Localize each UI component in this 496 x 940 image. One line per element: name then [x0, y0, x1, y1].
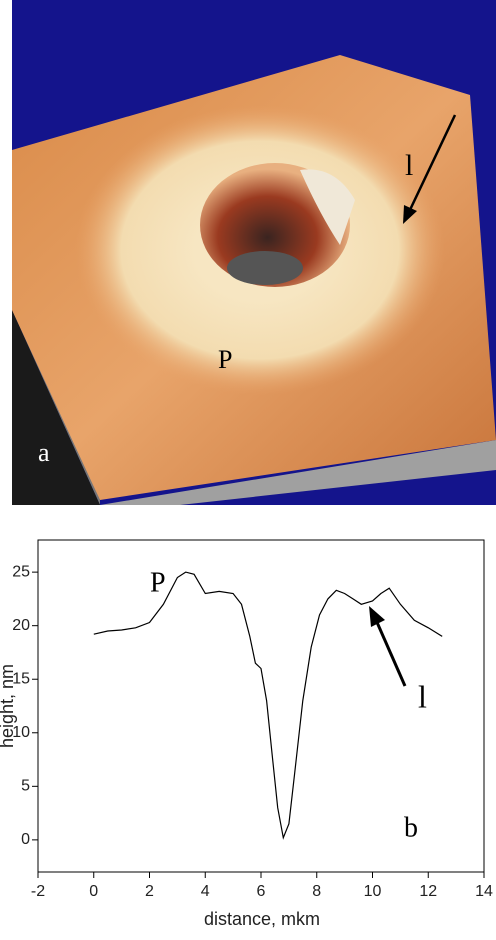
plate-shadow: [12, 310, 100, 505]
y-tick-label: 0: [21, 831, 30, 848]
y-tick-label: 25: [12, 563, 30, 580]
annotation: b: [404, 812, 418, 843]
x-tick-label: -2: [31, 883, 45, 900]
x-tick-label: 12: [419, 883, 437, 900]
chart-arrowhead: [369, 606, 385, 627]
afm-image: l P a: [12, 0, 496, 505]
y-tick-label: 10: [12, 724, 30, 741]
image-label: a: [38, 438, 50, 467]
x-tick-label: 0: [89, 883, 98, 900]
y-tick-label: 15: [12, 670, 30, 687]
x-tick-label: 8: [312, 883, 321, 900]
x-tick-label: 14: [475, 883, 493, 900]
chart-arrow: [374, 619, 407, 687]
pit-wall: [300, 169, 355, 245]
y-tick-label: 20: [12, 617, 30, 634]
annotation: l: [418, 678, 427, 714]
image-label: P: [218, 345, 232, 374]
profile-line: [93, 571, 443, 840]
pit-bottom: [227, 251, 303, 285]
image-label: l: [405, 149, 413, 182]
image-arrowhead: [403, 205, 417, 224]
x-tick-label: 6: [257, 883, 266, 900]
plate-front: [100, 440, 496, 505]
x-tick-label: 10: [364, 883, 382, 900]
x-tick-label: 4: [201, 883, 210, 900]
x-tick-label: 2: [145, 883, 154, 900]
x-axis-label: distance, mkm: [204, 909, 320, 929]
profile-chart: P l b distance, mkm height, nm: [0, 567, 427, 928]
y-tick-label: 5: [21, 778, 30, 795]
y-axis-label: height, nm: [0, 664, 17, 748]
annotation: P: [150, 567, 166, 598]
image-arrow: [407, 114, 457, 213]
